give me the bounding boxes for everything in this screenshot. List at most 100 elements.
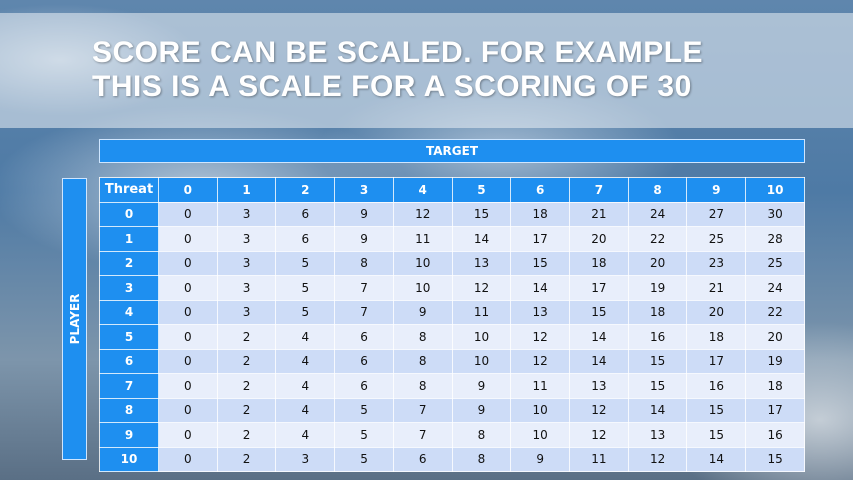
- table-cell: 0: [158, 201, 218, 227]
- table-cell: 12: [510, 348, 571, 374]
- table-cell: 2: [216, 422, 277, 448]
- table-cell: 11: [392, 226, 453, 252]
- table-cell: 0: [158, 226, 218, 252]
- table-cell: 4: [275, 422, 336, 448]
- column-header: 9: [686, 177, 747, 203]
- row-header: 4: [99, 299, 159, 325]
- table-cell: 20: [745, 324, 805, 350]
- table-cell: 8: [451, 446, 512, 472]
- table-cell: 19: [745, 348, 805, 374]
- table-cell: 5: [275, 299, 336, 325]
- column-header: 4: [392, 177, 453, 203]
- row-header: 9: [99, 422, 159, 448]
- table-cell: 0: [158, 348, 218, 374]
- table-cell: 19: [627, 275, 688, 301]
- table-cell: 10: [510, 397, 571, 423]
- player-label: PLAYER: [67, 293, 82, 345]
- table-cell: 0: [158, 275, 218, 301]
- table-cell: 12: [569, 397, 629, 423]
- row-header: 5: [99, 324, 159, 350]
- row-header: 6: [99, 348, 159, 374]
- column-header: 7: [569, 177, 629, 203]
- table-cell: 18: [510, 201, 571, 227]
- table-row: 3 0 3 5 7 10 12 14 17 19 21 24: [99, 275, 805, 301]
- table-cell: 21: [569, 201, 629, 227]
- table-row: 8 0 2 4 5 7 9 10 12 14 15 17: [99, 397, 805, 423]
- table-cell: 17: [745, 397, 805, 423]
- table-cell: 10: [392, 250, 453, 276]
- table-cell: 8: [392, 348, 453, 374]
- table-cell: 6: [334, 373, 394, 399]
- column-header: 8: [627, 177, 688, 203]
- table-cell: 15: [451, 201, 512, 227]
- table-cell: 6: [392, 446, 453, 472]
- table-cell: 15: [627, 373, 688, 399]
- title-band: [0, 13, 853, 128]
- row-header: 0: [99, 201, 159, 227]
- table-cell: 0: [158, 373, 218, 399]
- table-cell: 3: [216, 226, 277, 252]
- table-row: 1 0 3 6 9 11 14 17 20 22 25 28: [99, 226, 805, 252]
- table-cell: 16: [686, 373, 747, 399]
- table-cell: 14: [510, 275, 571, 301]
- table-cell: 13: [510, 299, 571, 325]
- table-cell: 3: [275, 446, 336, 472]
- table-cell: 12: [627, 446, 688, 472]
- table-cell: 17: [510, 226, 571, 252]
- table-cell: 0: [158, 422, 218, 448]
- row-header: 1: [99, 226, 159, 252]
- title-line-1: SCORE CAN BE SCALED. FOR EXAMPLE: [92, 36, 704, 69]
- title-line-2: THIS IS A SCALE FOR A SCORING OF 30: [92, 70, 692, 103]
- table-cell: 5: [334, 397, 394, 423]
- table-cell: 6: [334, 348, 394, 374]
- table-cell: 2: [216, 446, 277, 472]
- table-cell: 5: [334, 422, 394, 448]
- table-cell: 2: [216, 348, 277, 374]
- table-cell: 22: [745, 299, 805, 325]
- table-cell: 18: [569, 250, 629, 276]
- player-header: PLAYER: [62, 178, 87, 460]
- table-cell: 20: [686, 299, 747, 325]
- table-cell: 0: [158, 324, 218, 350]
- column-header: 6: [510, 177, 571, 203]
- slide-title: SCORE CAN BE SCALED. FOR EXAMPLE THIS IS…: [92, 36, 703, 104]
- table-row: 9 0 2 4 5 7 8 10 12 13 15 16: [99, 422, 805, 448]
- table-cell: 12: [392, 201, 453, 227]
- table-cell: 0: [158, 299, 218, 325]
- row-header: 10: [99, 446, 159, 472]
- table-row: 5 0 2 4 6 8 10 12 14 16 18 20: [99, 324, 805, 350]
- row-header: 3: [99, 275, 159, 301]
- table-cell: 12: [510, 324, 571, 350]
- column-header: 0: [158, 177, 218, 203]
- row-header: 2: [99, 250, 159, 276]
- table-cell: 9: [451, 397, 512, 423]
- target-header: TARGET: [99, 139, 805, 163]
- table-cell: 11: [451, 299, 512, 325]
- table-cell: 3: [216, 275, 277, 301]
- row-header: 7: [99, 373, 159, 399]
- table-cell: 4: [275, 324, 336, 350]
- table-row: 10 0 2 3 5 6 8 9 11 12 14 15: [99, 446, 805, 472]
- table-cell: 7: [392, 422, 453, 448]
- table-cell: 6: [334, 324, 394, 350]
- column-header: 3: [334, 177, 394, 203]
- table-row: 0 0 3 6 9 12 15 18 21 24 27 30: [99, 201, 805, 227]
- corner-header: Threat: [99, 177, 159, 203]
- table-cell: 8: [334, 250, 394, 276]
- table-cell: 2: [216, 373, 277, 399]
- table-cell: 15: [686, 422, 747, 448]
- table-cell: 15: [569, 299, 629, 325]
- table-cell: 4: [275, 348, 336, 374]
- table-cell: 9: [451, 373, 512, 399]
- table-cell: 9: [334, 201, 394, 227]
- table-cell: 24: [745, 275, 805, 301]
- table-cell: 10: [392, 275, 453, 301]
- table-cell: 30: [745, 201, 805, 227]
- table-cell: 15: [627, 348, 688, 374]
- table-cell: 8: [392, 324, 453, 350]
- table-row: 4 0 3 5 7 9 11 13 15 18 20 22: [99, 299, 805, 325]
- column-header: 2: [275, 177, 336, 203]
- table-cell: 22: [627, 226, 688, 252]
- table-cell: 2: [216, 324, 277, 350]
- table-cell: 18: [627, 299, 688, 325]
